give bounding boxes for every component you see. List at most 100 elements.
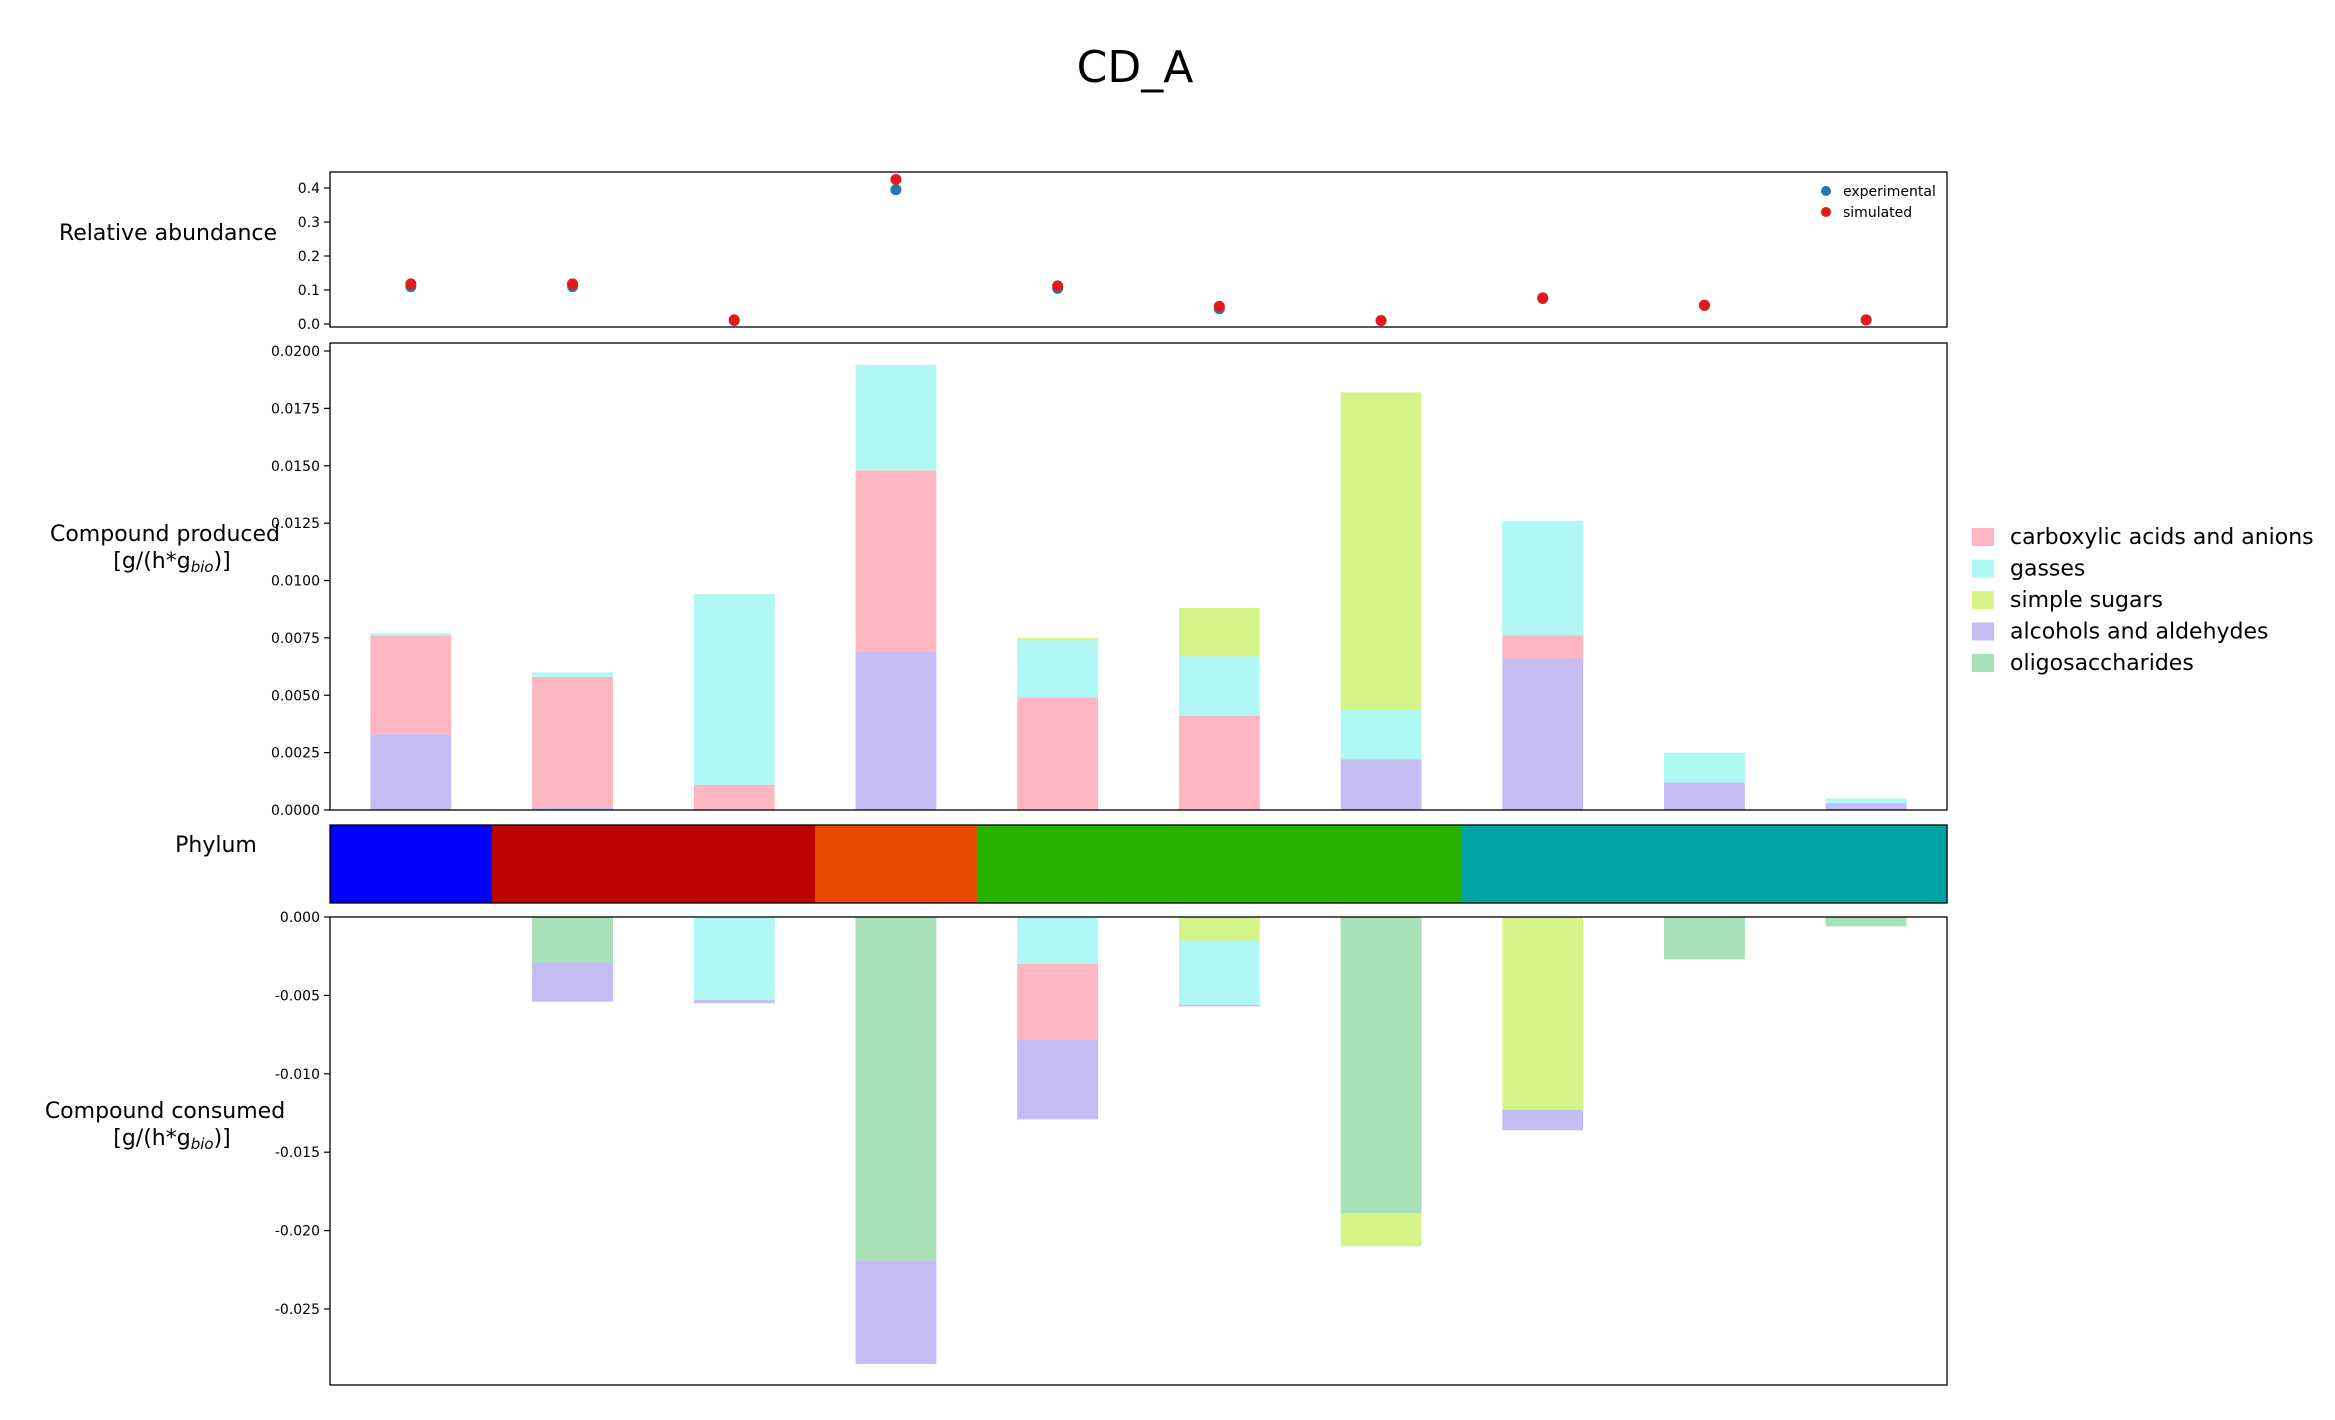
produced-bar-sugars	[1178, 608, 1260, 657]
consumed-axis-label: Compound consumed	[45, 1099, 285, 1124]
chart-title: CD_A	[1077, 42, 1194, 93]
produced-bar-gasses	[693, 594, 775, 785]
legend-marker-experimental	[1821, 186, 1831, 196]
abundance-point-simulated	[1375, 315, 1387, 327]
produced-unit-sub: bio	[191, 558, 214, 576]
produced-bar-carboxylic	[1178, 715, 1260, 810]
abundance-tick-label: 0.0	[298, 317, 320, 333]
abundance-point-simulated	[1860, 314, 1872, 326]
consumed-tick-label: -0.005	[275, 988, 320, 1004]
consumed-unit-post: )]	[214, 1126, 231, 1151]
consumed-bar-sugars	[1340, 1213, 1422, 1247]
legend-label-carboxylic: carboxylic acids and anions	[2010, 525, 2314, 550]
produced-tick-label: 0.0000	[271, 803, 320, 819]
abundance-point-simulated	[1052, 280, 1064, 292]
consumed-bar-carboxylic	[1017, 964, 1099, 1040]
consumed-label-line1: Compound consumed	[45, 1099, 285, 1124]
abundance-axis-label: Relative abundance	[59, 221, 277, 246]
produced-bar-gasses	[1664, 752, 1745, 783]
legend-swatch-sugars	[1972, 591, 1994, 609]
produced-bar-alcohols	[1664, 782, 1745, 810]
produced-tick-label: 0.0125	[271, 516, 320, 532]
produced-tick-label: 0.0075	[271, 631, 320, 647]
legend-label-simulated: simulated	[1843, 205, 1912, 221]
produced-bar-gasses	[1340, 709, 1422, 760]
abundance-tick-label: 0.3	[298, 215, 320, 231]
consumed-bar-alcohols	[855, 1260, 937, 1364]
produced-bar-gasses	[1017, 640, 1099, 698]
produced-label-line1: Compound produced	[50, 522, 280, 547]
legend-label-sugars: simple sugars	[2010, 588, 2163, 613]
legend-swatch-carboxylic	[1972, 528, 1994, 546]
consumed-tick-label: -0.010	[275, 1067, 320, 1083]
abundance-tick-label: 0.1	[298, 283, 320, 299]
produced-bar-alcohols	[855, 651, 937, 810]
produced-bar-alcohols	[370, 734, 452, 810]
consumed-bar-gasses	[693, 917, 775, 1001]
produced-bar-alcohols	[1340, 759, 1422, 810]
produced-bar-sugars	[1017, 637, 1099, 641]
produced-tick-label: 0.0175	[271, 401, 320, 417]
produced-bar-alcohols	[1825, 803, 1907, 810]
produced-tick-label: 0.0100	[271, 574, 320, 590]
phylum-segment	[1623, 825, 1786, 903]
produced-unit-post: )]	[214, 549, 231, 574]
produced-bar-carboxylic	[1017, 697, 1099, 810]
produced-bar-alcohols	[1502, 658, 1584, 810]
produced-bar-carboxylic	[532, 676, 613, 808]
produced-axis-label-units: [g/(h*gbio)]	[113, 549, 231, 576]
consumed-bar-oligo	[532, 917, 613, 963]
consumed-bar-alcohols	[1502, 1109, 1584, 1131]
produced-bar-carboxylic	[1502, 635, 1584, 659]
abundance-point-simulated	[1698, 299, 1710, 311]
produced-bar-gasses	[370, 633, 452, 636]
produced-tick-label: 0.0050	[271, 688, 320, 704]
produced-bar-carboxylic	[370, 635, 452, 735]
consumed-bar-alcohols	[1178, 1004, 1260, 1007]
consumed-bar-alcohols	[1017, 1039, 1099, 1120]
legend-compounds: carboxylic acids and anions gasses simple …	[1972, 525, 2314, 676]
legend-swatch-oligo	[1972, 654, 1994, 672]
legend-marker-simulated	[1821, 207, 1831, 217]
consumed-bar-sugars	[1178, 917, 1260, 941]
produced-bar-gasses	[1178, 656, 1260, 716]
legend-label-oligo: oligosaccharides	[2010, 651, 2194, 676]
consumed-plot: 0.000 -0.005 -0.010 -0.015 -0.020 -0.025	[275, 910, 1907, 1364]
phylum-segment	[1461, 825, 1625, 903]
phylum-frame	[329, 824, 1948, 904]
abundance-point-simulated	[890, 174, 902, 185]
legend-label-alcohols: alcohols and aldehydes	[2010, 620, 2269, 645]
consumed-tick-label: -0.015	[275, 1145, 320, 1161]
legend-label-experimental: experimental	[1843, 184, 1936, 200]
consumed-tick-label: -0.020	[275, 1224, 320, 1240]
produced-bar-carboxylic	[855, 470, 937, 652]
abundance-point-simulated	[567, 278, 579, 290]
produced-unit-pre: [g/(h*g	[113, 549, 190, 574]
produced-axis-label: Compound produced	[50, 522, 280, 547]
produced-bar-gasses	[1502, 520, 1584, 636]
phylum-segment	[653, 825, 816, 903]
produced-bar-carboxylic	[693, 784, 775, 810]
consumed-bar-oligo	[1825, 917, 1907, 927]
phylum-segment	[330, 825, 493, 903]
phylum-strip	[330, 825, 1948, 903]
produced-tick-label: 0.0025	[271, 746, 320, 762]
abundance-point-simulated	[1213, 300, 1225, 312]
produced-bar-alcohols	[532, 807, 613, 810]
legend-swatch-alcohols	[1972, 622, 1994, 641]
abundance-point-experimental	[890, 184, 902, 196]
phylum-segment	[1300, 825, 1463, 903]
phylum-segment	[1785, 825, 1948, 903]
phylum-segment	[976, 825, 1140, 903]
produced-bar-sugars	[1340, 392, 1422, 710]
consumed-bar-oligo	[855, 917, 937, 1261]
produced-plot: 0.0000 0.0025 0.0050 0.0075 0.0100 0.0125 0.01…	[271, 344, 1907, 819]
produced-frame	[329, 342, 1948, 811]
consumed-axis-label-units: [g/(h*gbio)]	[113, 1126, 231, 1153]
consumed-bar-gasses	[1017, 917, 1099, 965]
abundance-plot: 0.0 0.1 0.2 0.3 0.4	[298, 174, 1872, 333]
produced-bar-gasses	[1825, 798, 1907, 804]
consumed-tick-label: 0.000	[280, 910, 320, 926]
abundance-point-simulated	[728, 314, 740, 326]
